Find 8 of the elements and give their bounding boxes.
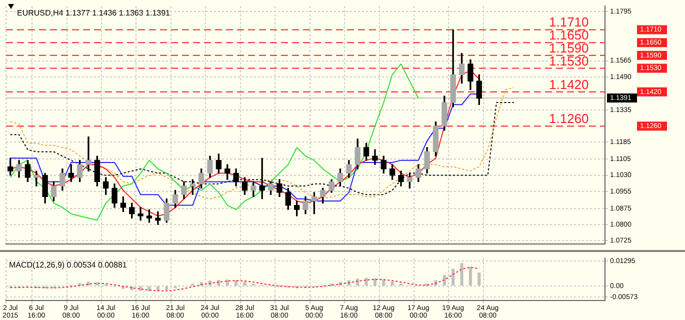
ref-line-label: 1.1710 [549,14,589,30]
ref-line-label: 1.1650 [549,28,589,43]
chart-title: EURUSD,H4 1.1377 1.1436 1.1363 1.1391 [17,8,171,18]
chart-title: MACD(12,26,9) 0.00534 0.00881 [9,260,128,270]
ref-line-label: 1.1260 [549,111,589,126]
ref-line-label: 1.1420 [549,76,589,92]
ref-line-label: 1.1530 [549,53,589,68]
ref-line-label: 1.1590 [549,40,589,56]
